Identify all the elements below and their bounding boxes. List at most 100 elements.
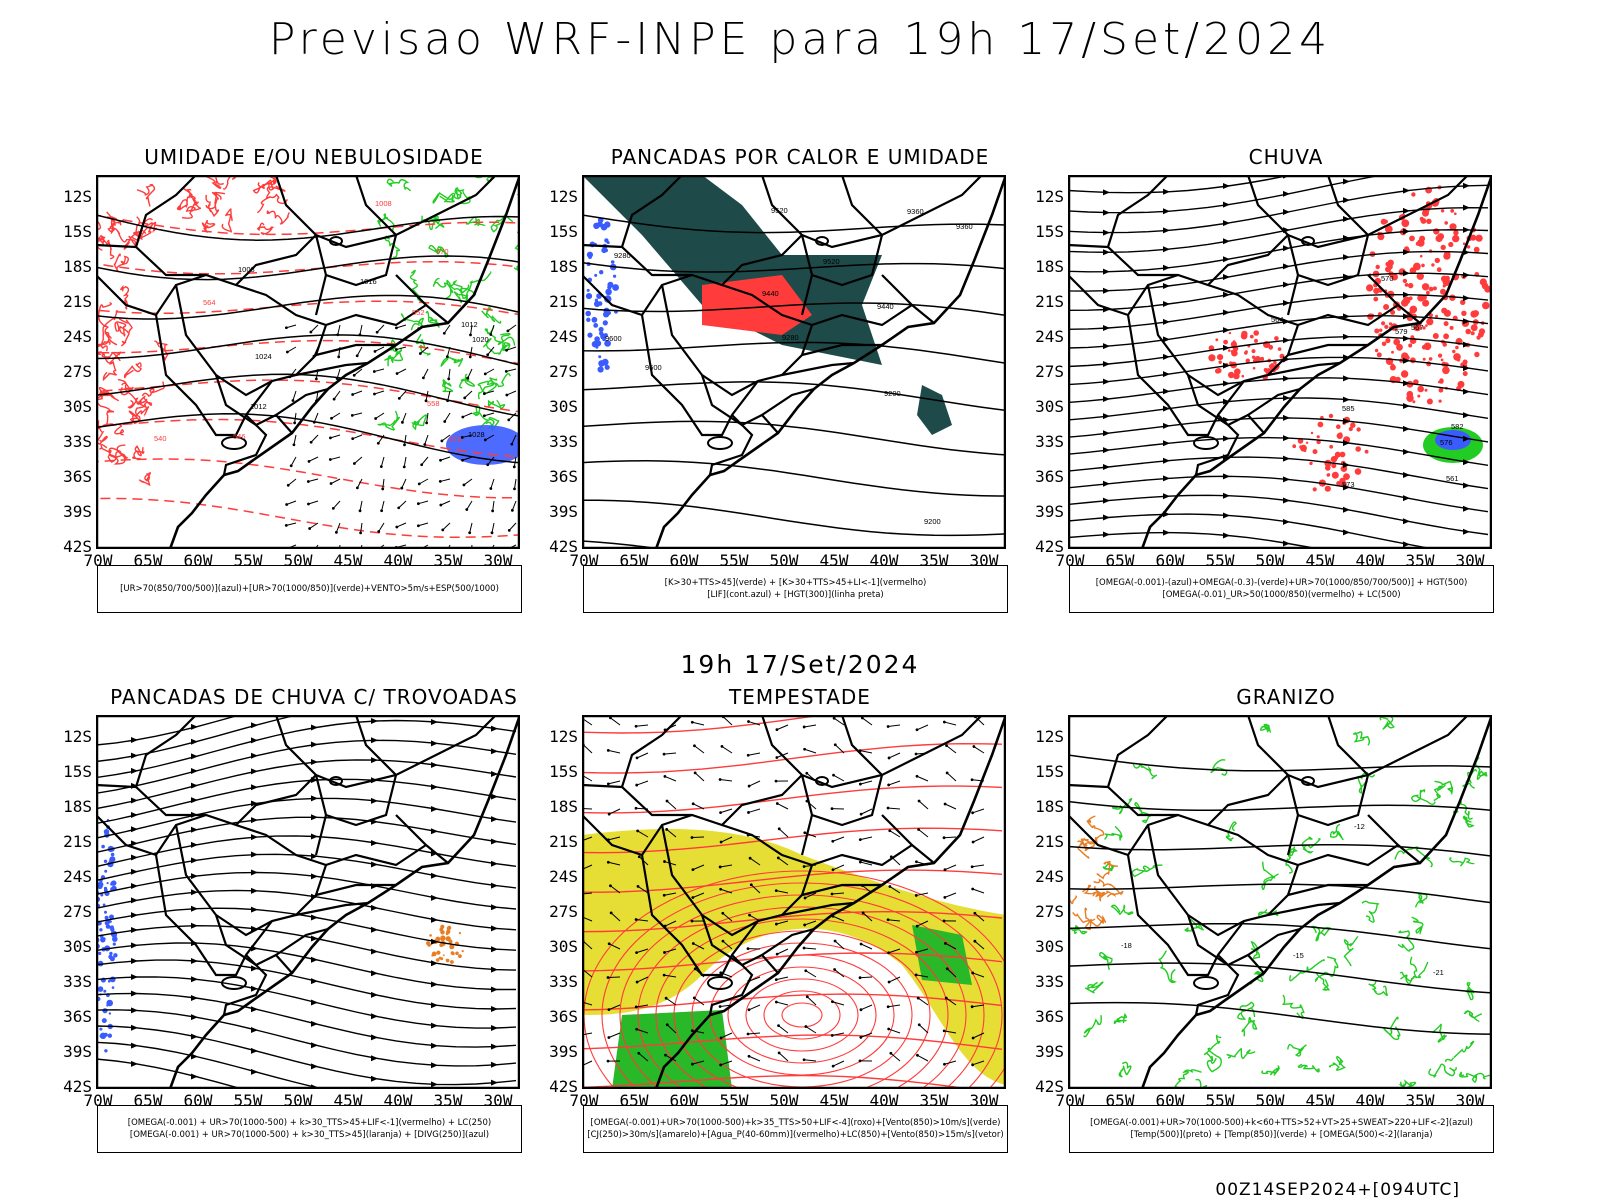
lat-label: 18S (1035, 797, 1064, 816)
map-frame: 12S 15S 18S 21S 24S 27S 30S 33S 36S 39S 42S 70W 65W 6… (63, 715, 520, 1110)
lat-label: 39S (63, 502, 92, 521)
contour-label: 570 (436, 247, 449, 256)
map-frame: 12S 15S 18S 21S 24S 27S 30S 33S 36S 39S 42S 70W 65W 6… (549, 715, 1006, 1110)
legend-box: [K>30+TTS>45](verde) + [K>30+TTS>45+LI<-… (583, 565, 1008, 613)
lat-label: 27S (549, 362, 578, 381)
contour-label: -12 (1354, 822, 1365, 831)
lat-label: 27S (549, 902, 578, 921)
legend-box: [OMEGA(-0.001)+UR>70(1000-500)+k>35_TTS>… (583, 1105, 1008, 1153)
lat-label: 27S (63, 362, 92, 381)
lat-label: 12S (63, 187, 92, 206)
panel-title: CHUVA (1248, 145, 1324, 169)
lat-label: 24S (1035, 327, 1064, 346)
contour-label: 9520 (823, 257, 840, 266)
lat-label: 18S (1035, 257, 1064, 276)
lat-label: 36S (63, 1007, 92, 1026)
contour-label: 9440 (762, 289, 779, 298)
lat-label: 33S (63, 432, 92, 451)
lat-label: 24S (63, 327, 92, 346)
lat-label: 27S (1035, 902, 1064, 921)
lat-label: 24S (549, 327, 578, 346)
footer-timestamp: 00Z14SEP2024+[094UTC] (1215, 1180, 1460, 1200)
map-svg: -12 -15 -18 -21 (1068, 715, 1492, 1089)
lat-label: 36S (549, 1007, 578, 1026)
lat-label: 33S (1035, 432, 1064, 451)
lat-label: 12S (1035, 727, 1064, 746)
panel-title: GRANIZO (1236, 685, 1336, 709)
lat-label: 27S (63, 902, 92, 921)
contour-label: 9360 (956, 222, 973, 231)
lat-label: 18S (63, 257, 92, 276)
panel-chuva: CHUVA 585 582 579 576 573 570 567 564 561 12S 15S 1… (1035, 145, 1536, 645)
contour-label: 9440 (877, 302, 894, 311)
middle-title: 19h 17/Set/2024 (680, 650, 920, 679)
contour-label: 9360 (907, 207, 924, 216)
map-svg: 585 582 579 576 573 570 567 564 561 (1068, 175, 1492, 549)
panel-trovoadas: PANCADAS DE CHUVA C/ TROVOADAS 12S 15S 18S… (63, 685, 564, 1185)
contour-label: -18 (1121, 941, 1132, 950)
contour-label: 567 (1411, 323, 1424, 332)
lat-label: 21S (1035, 292, 1064, 311)
panel-tempestade: TEMPESTADE 12S 15S 18S 21S 24S 27S 30S 33S 36S 39… (549, 685, 1050, 1185)
lat-label: 39S (549, 502, 578, 521)
lat-label: 21S (549, 832, 578, 851)
legend-line: [CJ(250)>30m/s](amarelo)+[Agua_P(40-60mm… (587, 1130, 1004, 1140)
legend-line: [Temp(500)](preto) + [Temp(850)](verde) … (1130, 1130, 1433, 1140)
contour-label: 1028 (468, 430, 485, 439)
legend-line: [OMEGA(-0.001)+UR>70(1000-500)+k<60+TTS>… (1090, 1118, 1473, 1128)
lat-label: 24S (549, 867, 578, 886)
panel-title: PANCADAS DE CHUVA C/ TROVOADAS (110, 685, 518, 709)
map-svg: 9600 9520 9440 9360 9280 9200 9600 9520 9440 9360… (582, 175, 1006, 549)
legend-line: [LIF](cont.azul) + [HGT(300)](linha pret… (707, 590, 884, 600)
map-frame: -12 -15 -18 -21 12S 15S 18S 21S 24S 27S 30S 33S 36S 3… (1035, 715, 1492, 1110)
map-frame: 1008 1012 1016 1020 1024 1028 1012 1008 576 570 56… (63, 175, 520, 570)
main-title: Previsao WRF-INPE para 19h 17/Set/2024 (268, 14, 1332, 65)
contour-label: 540 (154, 434, 167, 443)
lat-label: 24S (63, 867, 92, 886)
lat-label: 18S (63, 797, 92, 816)
contour-label: 546 (233, 432, 246, 441)
legend-line: [OMEGA(-0.01)_UR>50(1000/850)(vermelho) … (1162, 590, 1401, 600)
lat-label: 30S (1035, 937, 1064, 956)
lat-label: 42S (1035, 537, 1064, 556)
legend-line: [K>30+TTS>45](verde) + [K>30+TTS>45+LI<-… (664, 578, 927, 588)
map-svg (582, 715, 1006, 1089)
contour-label: 9600 (645, 363, 662, 372)
contour-label: 9200 (924, 517, 941, 526)
lat-label: 21S (63, 292, 92, 311)
lat-label: 36S (1035, 1007, 1064, 1026)
legend-line: [UR>70(850/700/500)](azul)+[UR>70(1000/8… (120, 584, 499, 594)
contour-label: 9280 (614, 251, 631, 260)
lat-label: 18S (549, 797, 578, 816)
panel-title: UMIDADE E/OU NEBULOSIDADE (144, 145, 484, 169)
lat-label: 15S (63, 222, 92, 241)
contour-label: 582 (1451, 422, 1464, 431)
legend-line: [OMEGA(-0.001)+UR>70(1000-500)+k>35_TTS>… (590, 1118, 1001, 1128)
contour-label: 579 (1395, 327, 1408, 336)
lat-label: 21S (1035, 832, 1064, 851)
legend-box: [OMEGA(-0.001) + UR>70(1000-500) + k>30_… (97, 1105, 522, 1153)
lat-label: 33S (63, 972, 92, 991)
lat-label: 24S (1035, 867, 1064, 886)
contour-label: 558 (427, 399, 440, 408)
lat-label: 39S (63, 1042, 92, 1061)
lat-label: 12S (1035, 187, 1064, 206)
lat-label: 15S (1035, 762, 1064, 781)
contour-label: 573 (1342, 480, 1355, 489)
lat-label: 42S (63, 1077, 92, 1096)
lat-label: 30S (63, 937, 92, 956)
lat-label: 30S (1035, 397, 1064, 416)
legend-line: [OMEGA(-0.001)-(azul)+OMEGA(-0.3)-(verde… (1095, 578, 1468, 588)
lat-label: 30S (549, 397, 578, 416)
lat-label: 33S (549, 972, 578, 991)
contour-label: 1008 (375, 199, 392, 208)
panel-title: TEMPESTADE (729, 685, 871, 709)
contour-label: 1008 (238, 265, 255, 274)
lat-label: 36S (549, 467, 578, 486)
contour-label: 9520 (771, 206, 788, 215)
panel-pancadas-calor: PANCADAS POR CALOR E UMIDADE 9600 9520 944… (549, 145, 1050, 645)
contour-label: 9600 (605, 334, 622, 343)
contour-label: 552 (412, 308, 425, 317)
map-svg: 1008 1012 1016 1020 1024 1028 1012 1008 576 570 56… (96, 175, 520, 549)
lat-label: 12S (63, 727, 92, 746)
